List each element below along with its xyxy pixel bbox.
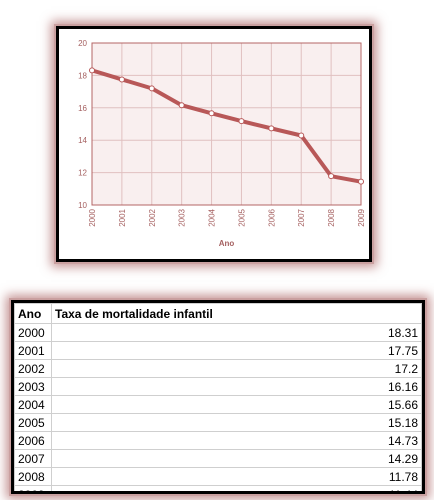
cell-year: 2009 <box>14 485 52 491</box>
y-tick-label: 16 <box>78 104 87 113</box>
cell-rate: 16.16 <box>51 377 422 396</box>
plot-area <box>92 43 361 205</box>
x-tick-label: 2008 <box>327 208 336 226</box>
x-tick-label: 2003 <box>178 208 187 226</box>
data-point <box>268 125 275 132</box>
data-point <box>178 102 185 109</box>
y-tick-label: 10 <box>78 201 87 210</box>
data-table: Ano Taxa de mortalidade infantil 2000 18.… <box>14 303 422 491</box>
cell-rate: 15.66 <box>51 395 422 414</box>
cell-year: 2000 <box>14 323 52 342</box>
data-point <box>328 173 335 180</box>
cell-year: 2005 <box>14 413 52 432</box>
y-tick-label: 12 <box>78 169 87 178</box>
table-header-row: Ano Taxa de mortalidade infantil <box>14 303 422 324</box>
x-tick-label: 2006 <box>267 208 276 226</box>
data-point <box>208 110 215 117</box>
table-row: 2003 16.16 <box>14 377 422 396</box>
table-body: 2000 18.31 2001 17.75 2002 17.2 2003 16.16 2004 1… <box>14 323 422 491</box>
series-line <box>90 68 363 184</box>
header-year: Ano <box>14 303 52 324</box>
header-rate: Taxa de mortalidade infantil <box>51 303 422 324</box>
data-point <box>238 118 245 125</box>
plot-frame <box>91 42 362 206</box>
x-tick-label: 2007 <box>297 208 306 226</box>
cell-rate: 18.31 <box>51 323 422 342</box>
cell-year: 2006 <box>14 431 52 450</box>
table-row: 2004 15.66 <box>14 395 422 414</box>
table-row: 2002 17.2 <box>14 359 422 378</box>
data-point <box>358 178 364 185</box>
table-row: 2005 15.18 <box>14 413 422 432</box>
data-point <box>118 76 125 83</box>
x-tick-label: 2002 <box>148 208 157 226</box>
x-tick-label: 2005 <box>237 208 246 226</box>
table-panel: Ano Taxa de mortalidade infantil 2000 18.… <box>11 300 425 494</box>
x-axis-label: Ano <box>219 239 235 248</box>
cell-year: 2001 <box>14 341 52 360</box>
cell-rate: 14.29 <box>51 449 422 468</box>
y-tick-label: 20 <box>78 39 87 48</box>
y-tick-label: 14 <box>78 136 87 145</box>
cell-year: 2002 <box>14 359 52 378</box>
cell-year: 2007 <box>14 449 52 468</box>
chart-panel: 10 12 14 16 18 20 2000 2001 2002 2003 2004 2005 2006… <box>56 26 372 262</box>
table-row: 2000 18.31 <box>14 323 422 342</box>
cell-rate: 17.2 <box>51 359 422 378</box>
cell-rate: 11.44 <box>51 485 422 491</box>
cell-rate: 15.18 <box>51 413 422 432</box>
y-tick-label: 18 <box>78 71 87 80</box>
cell-rate: 17.75 <box>51 341 422 360</box>
line-chart: 10 12 14 16 18 20 2000 2001 2002 2003 2004 2005 2006… <box>78 39 366 248</box>
cell-year: 2004 <box>14 395 52 414</box>
x-tick-label: 2004 <box>208 208 217 226</box>
data-point <box>298 132 305 139</box>
x-tick-label: 2000 <box>88 208 97 226</box>
table-row: 2006 14.73 <box>14 431 422 450</box>
table-row: 2007 14.29 <box>14 449 422 468</box>
table-row: 2001 17.75 <box>14 341 422 360</box>
x-tick-label: 2001 <box>118 208 127 226</box>
cell-year: 2003 <box>14 377 52 396</box>
table-row: 2008 11.78 <box>14 467 422 486</box>
cell-rate: 11.78 <box>51 467 422 486</box>
data-point <box>89 67 95 74</box>
x-tick-label: 2009 <box>357 208 366 226</box>
table-row: 200911.44 <box>14 485 422 491</box>
cell-year: 2008 <box>14 467 52 486</box>
data-point <box>148 85 155 92</box>
cell-rate: 14.73 <box>51 431 422 450</box>
